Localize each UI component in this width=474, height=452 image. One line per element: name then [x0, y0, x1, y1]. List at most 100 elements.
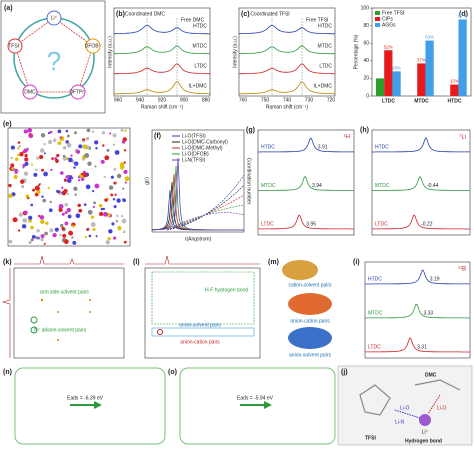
projection: [145, 255, 260, 265]
atom: [66, 142, 72, 148]
atom: [113, 167, 117, 171]
label: TFSI: [365, 435, 376, 441]
atom: [66, 207, 71, 213]
atom: [71, 236, 74, 239]
y-axis-title: g(r): [144, 177, 150, 185]
cross-peaks: [40, 298, 91, 341]
atom: [114, 150, 120, 155]
annotation: H-F hydrogen bond: [205, 287, 248, 293]
atom: [80, 177, 85, 181]
spectrum: [365, 303, 470, 319]
atom: [35, 168, 38, 172]
atom: [35, 236, 39, 240]
atom: [91, 130, 95, 133]
series-label: HTDC: [193, 23, 207, 29]
atom: [98, 203, 103, 208]
atom: [63, 178, 67, 182]
atom: [75, 213, 81, 219]
series-label: MTDC: [318, 43, 333, 49]
atom: [111, 222, 115, 226]
atom: [100, 159, 105, 164]
bar: [458, 19, 467, 96]
y-tick-label: 60: [363, 41, 369, 47]
atom: [37, 214, 41, 218]
atom: [30, 238, 34, 242]
spectrum: [114, 45, 211, 55]
atom: [81, 140, 85, 143]
frame: [144, 267, 261, 359]
atom: [23, 148, 28, 153]
surface: [288, 327, 332, 349]
surface: [288, 293, 332, 315]
x-axis-title: r(Angstrom): [185, 236, 212, 242]
annotation: Coordinated DMC: [125, 11, 165, 17]
atom: [107, 237, 111, 241]
atom: [112, 198, 116, 201]
spectrum: [238, 63, 335, 75]
value-label: 37%: [417, 58, 426, 63]
panel-label: (m): [268, 259, 279, 266]
annotation: anion-cation pairs: [180, 339, 220, 345]
y-tick-label: 0: [366, 93, 369, 99]
legend-swatch: [375, 23, 380, 27]
surface: [282, 260, 318, 280]
atom: [74, 161, 79, 166]
atom: [39, 154, 44, 160]
atom: [20, 179, 25, 184]
shift-label: -0.44: [427, 183, 439, 189]
spectrum: [152, 181, 244, 231]
atom: [113, 181, 117, 185]
atom: [61, 191, 64, 194]
highlight: [30, 326, 38, 334]
annotation: cation-solvent pairs: [288, 282, 332, 288]
label: Li-O: [437, 405, 447, 411]
shift-label: -0.22: [421, 221, 433, 227]
atom: [87, 161, 92, 166]
bar: [375, 78, 385, 96]
frame: [257, 129, 355, 236]
legend-label: Li-O(TFSI): [182, 133, 206, 139]
x-tick-label: 900: [180, 97, 189, 103]
legend-label: Li-N(TFSI): [182, 157, 206, 163]
series-label: HTDC: [368, 276, 382, 282]
atom: [104, 198, 108, 202]
atom: [62, 154, 66, 158]
spectrum: [151, 165, 244, 231]
atom: [64, 203, 69, 207]
frame: [151, 129, 245, 233]
atom: [28, 133, 32, 136]
atom: [84, 152, 90, 158]
panel-k: (k) arm side-solvent pairs N⁺ alkane-sol…: [1, 255, 125, 359]
atom: [24, 157, 29, 162]
atom: [14, 157, 19, 162]
atom: [78, 144, 83, 149]
atom: [30, 225, 34, 230]
pentagon: [14, 17, 94, 93]
atom: [110, 175, 114, 179]
atom: [123, 161, 126, 164]
atom: [66, 134, 70, 138]
atom: [38, 183, 41, 187]
atom: [90, 215, 95, 219]
node-label: TFSI⁻: [8, 43, 22, 49]
atom: [64, 221, 69, 226]
annotation: Free DMC: [181, 17, 204, 23]
atom: [100, 207, 104, 211]
atom: [80, 172, 84, 175]
series-label: LTDC: [194, 63, 207, 69]
atom: [67, 214, 72, 219]
frame: [14, 367, 166, 445]
atom: [72, 240, 77, 245]
atom: [86, 128, 91, 133]
spectrum: [113, 63, 210, 75]
atom: [10, 156, 13, 160]
atom: [11, 167, 14, 170]
atom: [56, 189, 60, 193]
spectrum: [372, 214, 470, 230]
atom: [39, 148, 45, 153]
atom: [23, 210, 28, 215]
atom: [120, 215, 124, 218]
x-tick-label: 720: [327, 97, 336, 103]
panel-label: (i): [353, 259, 360, 266]
atom: [82, 172, 88, 178]
